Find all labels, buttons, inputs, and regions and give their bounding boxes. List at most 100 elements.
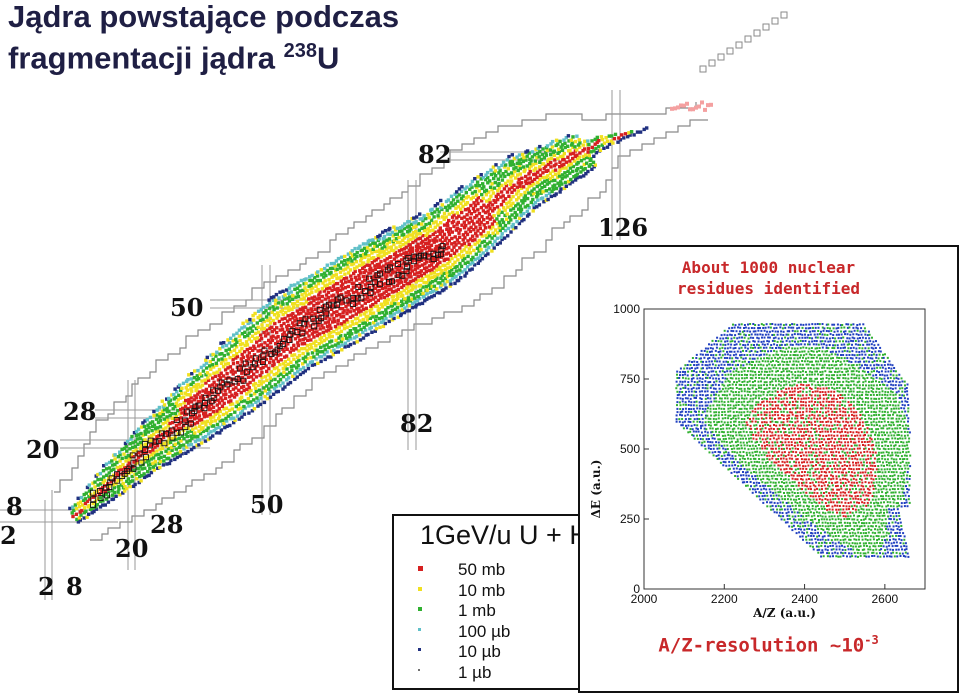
plot-point (861, 538, 864, 541)
cross-section-cell (445, 221, 450, 226)
plot-point (831, 541, 834, 544)
cross-section-cell (246, 397, 251, 401)
plot-point (752, 454, 755, 457)
cross-section-cell (448, 273, 452, 277)
stable-isotope (130, 459, 137, 466)
cross-section-cell (472, 228, 476, 232)
cross-section-cell (376, 235, 380, 239)
cross-section-cell (281, 362, 286, 366)
cross-section-cell (246, 357, 251, 361)
plot-point (783, 492, 785, 494)
cross-section-cell (278, 328, 282, 332)
plot-point (737, 471, 740, 474)
cross-section-cell (195, 421, 200, 425)
cross-section-cell (482, 239, 487, 244)
cross-section-cell (130, 474, 134, 479)
plot-point (886, 468, 889, 471)
cross-section-cell (373, 241, 377, 245)
cross-section-cell (545, 178, 550, 182)
plot-point (848, 505, 851, 508)
stable-isotope (376, 270, 383, 277)
cross-section-cell (566, 179, 571, 184)
plot-point (859, 498, 862, 501)
plot-point (734, 455, 737, 458)
cross-section-cell (239, 406, 243, 410)
plot-point (747, 448, 750, 451)
cross-section-cell (142, 424, 147, 429)
plot-point (776, 508, 779, 511)
plot-point (778, 474, 781, 477)
legend-label: 50 mb (458, 560, 506, 579)
plot-point (825, 494, 828, 497)
plot-point (804, 447, 806, 450)
cross-section-cell (240, 326, 244, 330)
cross-section-cell (239, 357, 243, 361)
cross-section-cell (356, 316, 360, 320)
cross-section-cell (238, 342, 243, 347)
cross-section-cell (415, 271, 419, 275)
cross-section-cell (476, 175, 480, 179)
plot-point (787, 464, 790, 467)
cross-section-cell (449, 194, 454, 198)
cross-section-cell (459, 201, 463, 205)
cross-section-cell (384, 289, 388, 293)
cross-section-cell (228, 365, 233, 369)
proton-magic-label: 2 (0, 521, 17, 550)
cross-section-cell (147, 426, 151, 430)
cross-section-cell (159, 451, 164, 455)
cross-section-cell (209, 430, 213, 434)
cross-section-cell (84, 509, 88, 513)
plot-point (791, 477, 794, 480)
cross-section-cell (380, 268, 385, 272)
cross-section-cell (286, 342, 290, 346)
plot-point (799, 535, 802, 538)
cross-section-cell (323, 266, 327, 271)
cross-section-cell (378, 325, 382, 329)
cross-section-cell (176, 451, 180, 455)
cross-section-cell (176, 408, 180, 413)
plot-point (908, 484, 911, 487)
cross-section-cell (429, 263, 434, 267)
stable-isotope (430, 250, 437, 257)
plot-point (854, 497, 857, 500)
cross-section-cell (436, 257, 440, 261)
cross-section-cell (540, 181, 545, 185)
plot-point (788, 467, 791, 470)
cross-section-cell (298, 326, 302, 331)
stable-isotope (173, 417, 180, 423)
cross-section-cell (394, 246, 398, 250)
cross-section-cell (381, 273, 386, 277)
stable-isotope (169, 434, 176, 441)
plot-point (801, 478, 804, 481)
cross-section-cell (251, 378, 256, 382)
cross-section-cell (697, 104, 701, 109)
plot-point (830, 548, 833, 551)
plot-point (796, 511, 799, 514)
plot-point (782, 457, 785, 460)
plot-point (824, 515, 827, 518)
plot-point (893, 541, 895, 544)
plot-point (812, 451, 815, 454)
cross-section-cell (169, 445, 174, 450)
plot-point (885, 498, 888, 501)
plot-point (851, 475, 854, 478)
cross-section-cell (595, 135, 599, 140)
cross-section-cell (391, 298, 395, 303)
plot-point (768, 488, 771, 491)
plot-point (875, 495, 878, 498)
cross-section-cell (215, 363, 219, 367)
plot-point (820, 532, 822, 535)
cross-section-cell (242, 350, 247, 354)
cross-section-cell (581, 154, 585, 159)
plot-point (727, 468, 730, 471)
plot-point (902, 542, 905, 545)
cross-section-cell (152, 409, 156, 414)
plot-point (874, 498, 877, 501)
cross-section-cell (111, 497, 116, 501)
plot-point (808, 508, 811, 511)
cross-section-cell (331, 298, 335, 302)
plot-point (778, 514, 781, 517)
plot-point (861, 481, 864, 484)
cross-section-cell (256, 344, 261, 348)
plot-point (873, 554, 876, 557)
